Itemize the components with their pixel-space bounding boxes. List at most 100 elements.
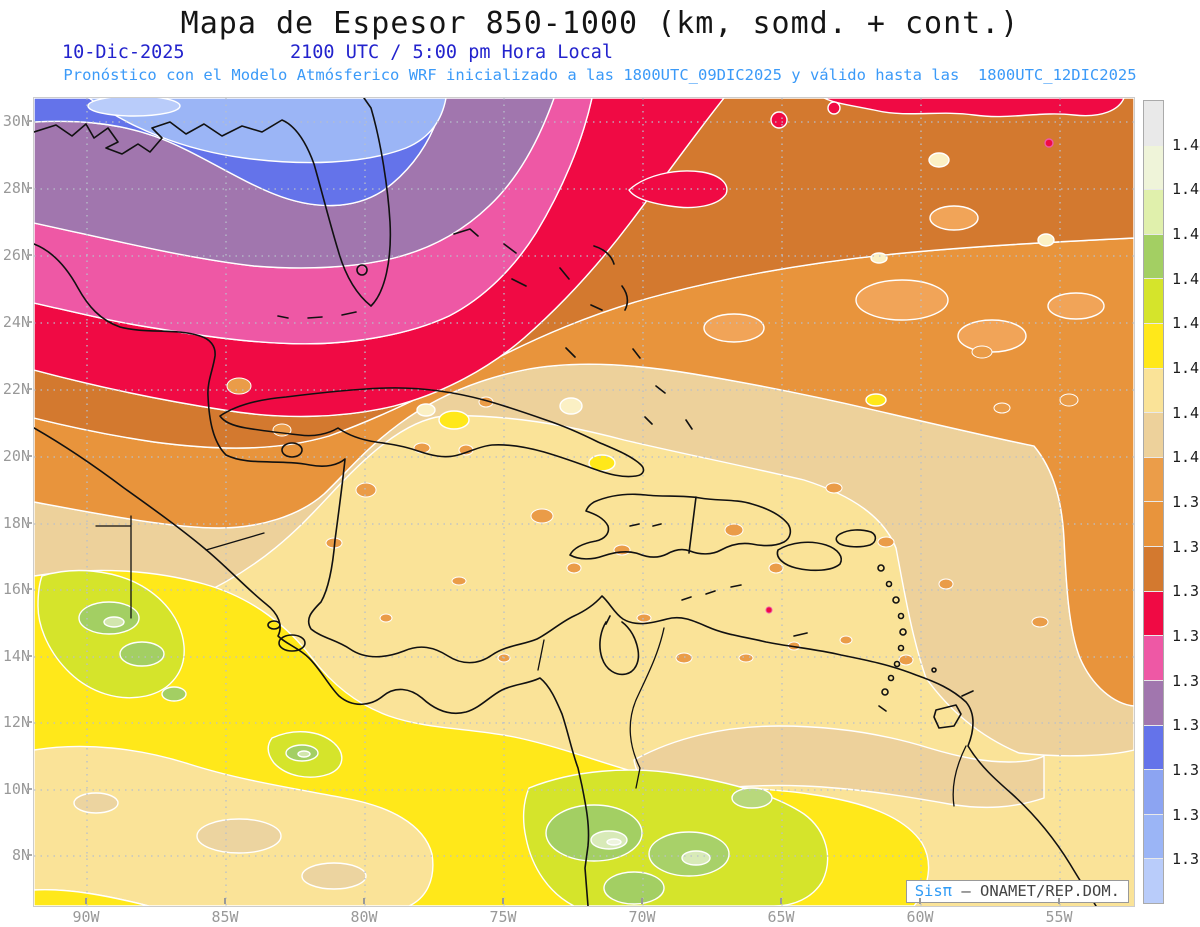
lat-tick-mark <box>27 788 32 790</box>
lat-tick-mark <box>27 655 32 657</box>
coast-gulf-florida <box>34 98 392 319</box>
coast-cuba <box>219 387 645 478</box>
graticule-grid <box>34 98 1134 906</box>
date-label: 10-Dic-2025 <box>62 42 185 63</box>
band-lightest-blue <box>87 98 181 117</box>
lon-tick-mark <box>1058 898 1060 904</box>
lat-tick-mark <box>27 455 32 457</box>
lat-label: 26N <box>2 246 30 264</box>
lon-label: 70W <box>628 908 656 926</box>
lon-label: 90W <box>72 908 100 926</box>
colorbar-label: 1.416 <box>1172 359 1200 377</box>
thickness-contour-map <box>34 98 1134 906</box>
lat-label: 12N <box>2 713 30 731</box>
lat-label: 10N <box>2 780 30 798</box>
colorbar-label: 1.428 <box>1172 269 1200 288</box>
lake-nicaragua <box>278 634 306 652</box>
map-title: Mapa de Espesor 850-1000 (km, somd. + co… <box>180 6 1020 41</box>
lat-tick-mark <box>27 388 32 390</box>
lake-okeechobee <box>356 264 368 276</box>
colorbar-label: 1.38 <box>1172 627 1200 645</box>
lon-tick-mark <box>780 898 782 904</box>
colorbar-segment <box>1144 725 1163 771</box>
colorbar-label: 1.44 <box>1172 180 1200 199</box>
colorbar-segment <box>1144 680 1163 726</box>
lat-tick-mark <box>27 321 32 323</box>
colorbar-segment <box>1144 457 1163 503</box>
lon-label: 65W <box>767 908 795 926</box>
lon-tick-mark <box>641 898 643 904</box>
attribution-brand: Sisπ <box>914 882 953 900</box>
colorbar-segment <box>1144 413 1163 458</box>
coast-lesser-antilles <box>877 564 937 712</box>
colorbar-segment <box>1144 368 1163 414</box>
lat-tick-mark <box>27 588 32 590</box>
lon-label: 75W <box>489 908 517 926</box>
lon-label: 85W <box>211 908 239 926</box>
attribution-box: Sisπ – ONAMET/REP.DOM. <box>905 880 1129 903</box>
colorbar-label: 1.35 <box>1172 850 1200 869</box>
coast-central-america-pacific <box>34 427 590 906</box>
lat-label: 24N <box>2 313 30 331</box>
lat-label: 18N <box>2 514 30 532</box>
lon-tick-mark <box>502 898 504 904</box>
colorbar-segment <box>1144 234 1163 280</box>
colorbar-segment <box>1144 636 1163 681</box>
lake-maracaibo <box>599 615 640 676</box>
lat-tick-mark <box>27 721 32 723</box>
band-yellow-corner <box>34 888 150 906</box>
coast-central-america-caribbean <box>34 243 1097 906</box>
lat-tick-mark <box>27 120 32 122</box>
lat-label: 14N <box>2 647 30 665</box>
lat-label: 30N <box>2 112 30 130</box>
colorbar-segment <box>1144 859 1163 903</box>
colorbar-segment <box>1144 324 1163 369</box>
border-lines <box>95 515 967 807</box>
colorbar-segment <box>1144 502 1163 548</box>
isla-juventud <box>281 442 303 458</box>
colorbar-label: 1.362 <box>1172 761 1200 779</box>
map-canvas: Sisπ – ONAMET/REP.DOM. <box>33 97 1135 907</box>
lon-tick-mark <box>919 898 921 904</box>
island-trinidad <box>933 690 974 729</box>
colorbar-segment <box>1144 547 1163 592</box>
colorbar-label: 1.392 <box>1172 537 1200 556</box>
colorbar-segment <box>1144 814 1163 860</box>
lon-tick-mark <box>85 898 87 904</box>
lon-label: 60W <box>906 908 934 926</box>
coast-hispaniola <box>569 493 792 560</box>
time-label: 2100 UTC / 5:00 pm Hora Local <box>290 42 614 63</box>
attribution-text: – ONAMET/REP.DOM. <box>952 882 1120 900</box>
colorbar-segment <box>1144 279 1163 325</box>
lat-tick-mark <box>27 854 32 856</box>
coast-puerto-rico <box>835 529 877 548</box>
coast-jamaica <box>776 541 842 572</box>
colorbar-label: 1.356 <box>1172 805 1200 824</box>
colorbar-label: 1.434 <box>1172 225 1200 243</box>
lat-label: 22N <box>2 380 30 398</box>
colorbar-label: 1.422 <box>1172 314 1200 333</box>
colorbar-segment <box>1144 190 1163 235</box>
coast-bahamas <box>453 228 693 430</box>
lat-tick-mark <box>27 522 32 524</box>
colorbar-label: 1.404 <box>1172 448 1200 467</box>
colorbar-label: 1.41 <box>1172 403 1200 422</box>
filled-contour-bands <box>34 98 1134 906</box>
colorbar-segment <box>1144 101 1163 146</box>
lat-label: 28N <box>2 179 30 197</box>
lat-label: 8N <box>11 846 30 864</box>
island-abc <box>681 584 742 601</box>
lat-label: 16N <box>2 580 30 598</box>
colorbar-label: 1.446 <box>1172 135 1200 154</box>
lon-tick-mark <box>363 898 365 904</box>
colorbar-segment <box>1144 145 1163 191</box>
colorbar-segment <box>1144 770 1163 815</box>
colorbar-label: 1.368 <box>1172 716 1200 735</box>
coast-caymans <box>629 523 662 527</box>
colorbar <box>1143 100 1164 904</box>
forecast-note: Pronóstico con el Modelo Atmósferico WRF… <box>63 66 1137 84</box>
band-light-blue <box>88 98 447 164</box>
lon-tick-mark <box>224 898 226 904</box>
lat-tick-mark <box>27 254 32 256</box>
